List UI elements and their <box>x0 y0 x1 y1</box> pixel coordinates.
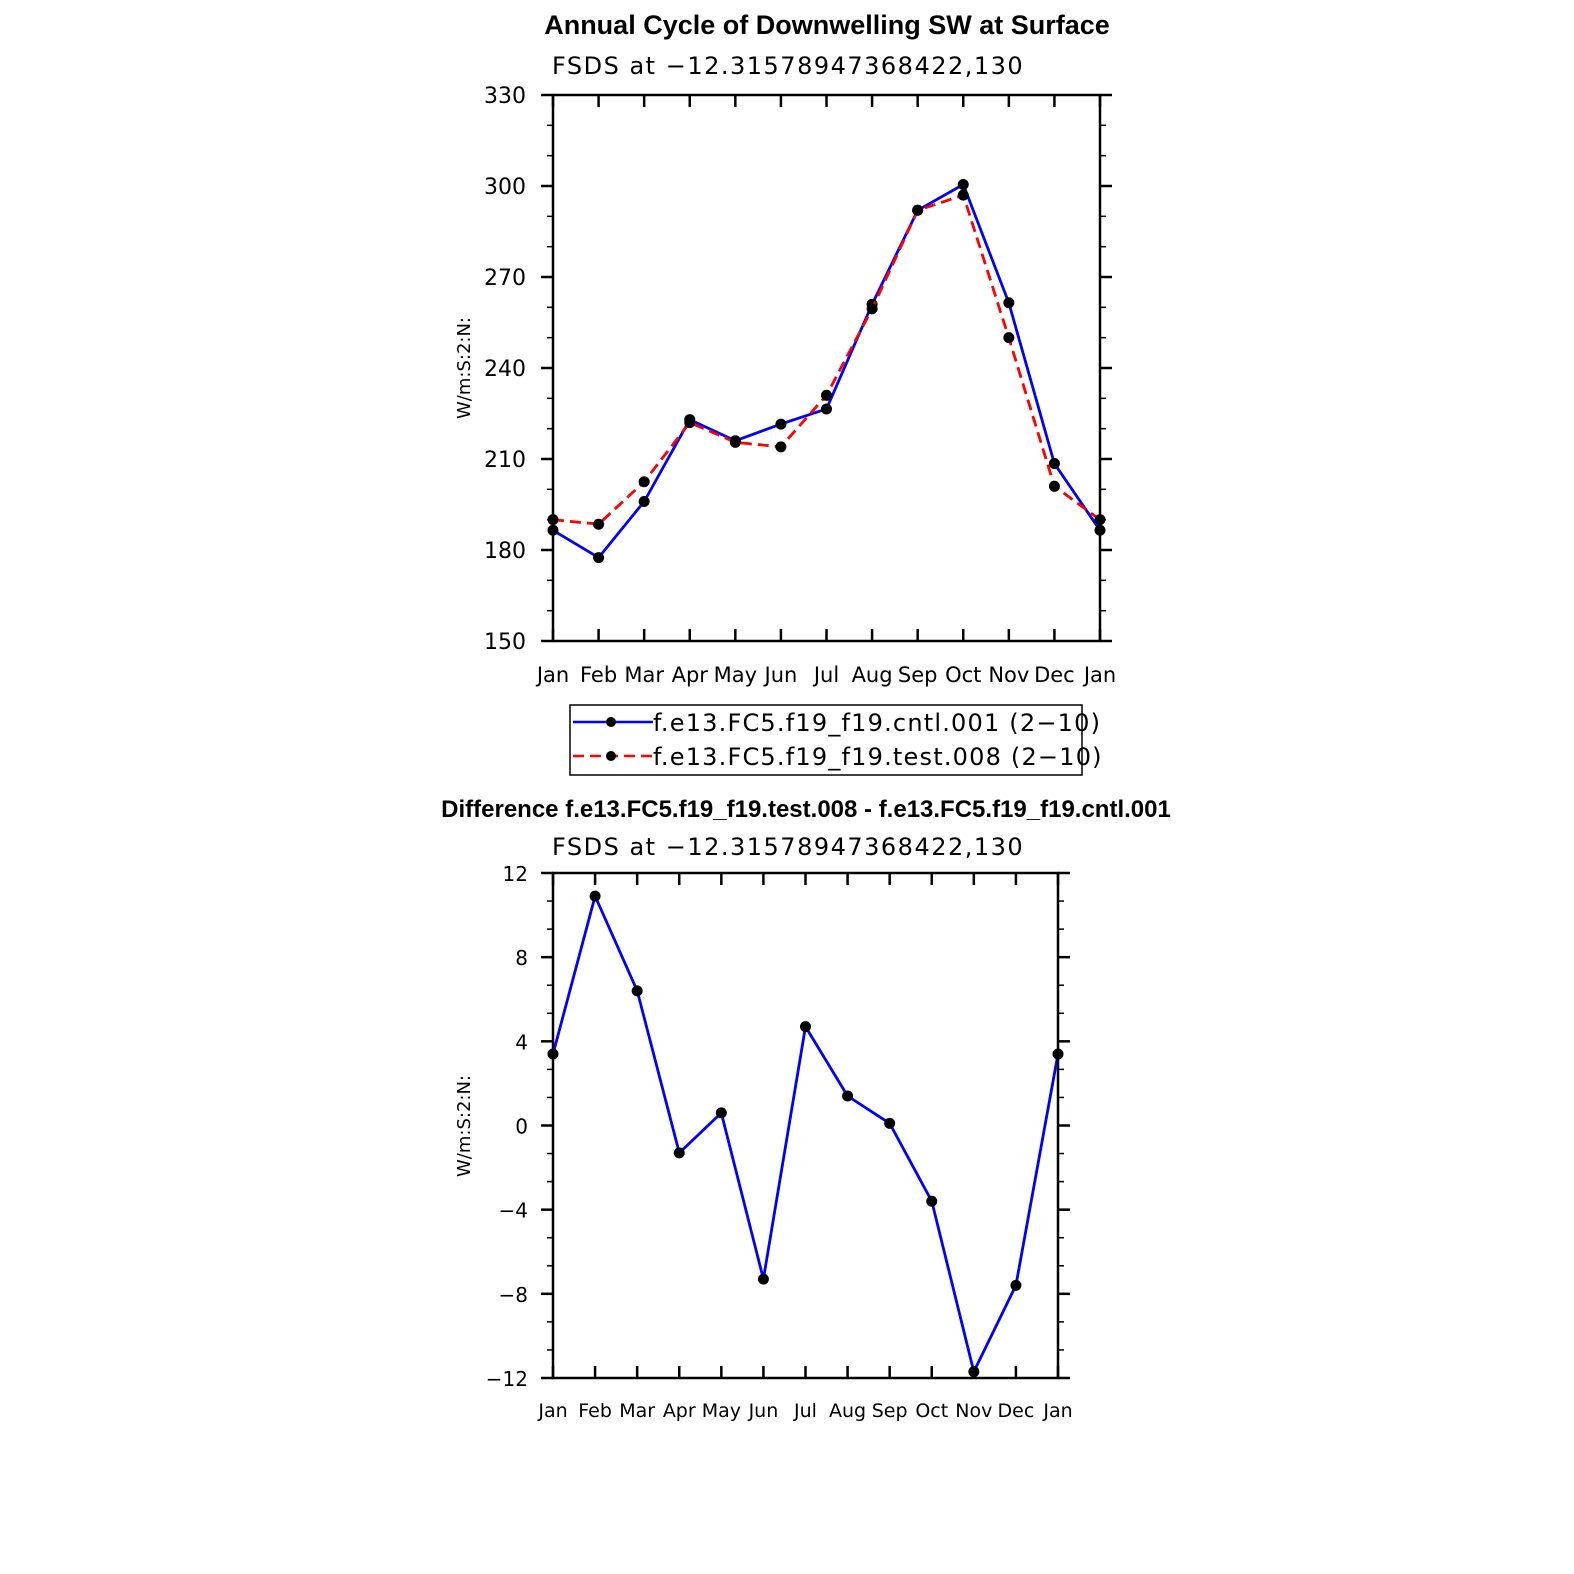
x-tick-label: Jan <box>1082 663 1116 687</box>
plot-frame <box>551 93 1102 643</box>
series-layer <box>547 178 1106 564</box>
x-tick-label: Sep <box>898 663 938 687</box>
x-tick-label: Oct <box>945 663 981 687</box>
chart-subtitle: FSDS at −12.31578947368422,130 <box>552 833 1024 861</box>
x-tick-label: Jun <box>763 663 798 687</box>
y-tick-label: 4 <box>515 1030 528 1054</box>
x-tick-label: Jan <box>537 1400 567 1422</box>
chart-title: Difference f.e13.FC5.f19_f19.test.008 - … <box>441 796 1171 823</box>
x-tick-label: Jan <box>1042 1400 1072 1422</box>
data-point <box>1048 458 1060 470</box>
y-axis-label: W/m:S:2:N: <box>454 1075 475 1177</box>
data-point <box>1048 480 1060 492</box>
x-tick-label: Aug <box>829 1400 866 1422</box>
data-point <box>866 303 878 315</box>
axis-ticks <box>541 871 1070 1380</box>
data-point <box>926 1195 938 1207</box>
data-point <box>957 189 969 201</box>
y-tick-label: −8 <box>499 1283 528 1307</box>
y-tick-label: 0 <box>515 1115 528 1139</box>
data-point <box>673 1147 685 1159</box>
chart-title: Annual Cycle of Downwelling SW at Surfac… <box>544 10 1110 40</box>
x-tick-label: Mar <box>624 663 664 687</box>
data-point <box>1003 332 1015 344</box>
y-axis-label: W/m:S:2:N: <box>454 317 475 419</box>
legend-marker-cntl <box>606 717 616 727</box>
legend-entry-test: f.e13.FC5.f19_f19.test.008 (2−10) <box>573 743 1103 771</box>
tick-labels: Jan Feb Mar Apr May Jun Jul Aug Sep Oct Nov Dec Jan 1… <box>484 84 1116 687</box>
data-point <box>912 204 924 216</box>
data-point <box>1010 1279 1022 1291</box>
data-point <box>631 985 643 997</box>
y-tick-label: 240 <box>484 357 526 382</box>
data-point <box>638 495 650 507</box>
y-tick-label: 180 <box>484 539 526 564</box>
y-tick-label: 150 <box>484 630 526 655</box>
y-tick-label: −12 <box>486 1367 528 1391</box>
series-line-0 <box>551 894 1060 1374</box>
legend-box <box>569 704 1083 776</box>
x-tick-label: Oct <box>915 1400 948 1422</box>
x-tick-label: Jul <box>793 1400 817 1422</box>
x-tick-label: Apr <box>663 1400 696 1422</box>
y-tick-label: 300 <box>484 175 526 200</box>
data-point <box>775 418 787 430</box>
y-tick-label: 210 <box>484 448 526 473</box>
data-point <box>593 518 605 530</box>
x-tick-label: Jan <box>535 663 569 687</box>
chart-subtitle: FSDS at −12.31578947368422,130 <box>552 52 1024 80</box>
x-tick-label: Mar <box>619 1400 655 1422</box>
x-tick-label: Jul <box>812 663 839 687</box>
legend-label-cntl: f.e13.FC5.f19_f19.cntl.001 (2−10) <box>653 709 1101 737</box>
annual-cycle-panel: Annual Cycle of Downwelling SW at Surfac… <box>454 10 1116 776</box>
data-point <box>821 403 832 415</box>
data-point <box>775 441 787 453</box>
data-point <box>884 1117 896 1129</box>
data-point <box>957 178 969 190</box>
data-point <box>821 389 832 401</box>
x-tick-label: May <box>702 1400 741 1422</box>
data-point <box>593 552 605 564</box>
legend-label-test: f.e13.FC5.f19_f19.test.008 (2−10) <box>653 743 1103 771</box>
tick-labels: Jan Feb Mar Apr May Jun Jul Aug Sep Oct Nov Dec Jan−… <box>486 862 1073 1422</box>
legend: f.e13.FC5.f19_f19.cntl.001 (2−10) f.e13.… <box>569 704 1103 776</box>
data-point <box>1003 297 1015 309</box>
x-tick-label: Apr <box>672 663 709 687</box>
y-tick-label: −4 <box>499 1199 528 1223</box>
x-tick-label: May <box>714 663 757 687</box>
data-point <box>684 417 696 429</box>
plot-frame <box>551 871 1060 1380</box>
x-tick-label: Feb <box>580 663 617 687</box>
data-point <box>800 1021 811 1033</box>
x-tick-label: Sep <box>872 1400 908 1422</box>
data-point <box>842 1090 854 1102</box>
x-tick-label: Aug <box>852 663 893 687</box>
y-tick-label: 12 <box>503 862 528 886</box>
series-layer <box>547 890 1064 1378</box>
legend-marker-test <box>606 751 616 761</box>
y-tick-label: 330 <box>484 84 526 109</box>
data-point <box>589 890 601 902</box>
legend-entry-cntl: f.e13.FC5.f19_f19.cntl.001 (2−10) <box>573 709 1101 737</box>
data-point <box>729 436 741 448</box>
y-tick-label: 8 <box>515 946 528 970</box>
x-tick-label: Dec <box>1034 663 1075 687</box>
data-point <box>968 1366 980 1378</box>
x-tick-label: Jun <box>748 1400 779 1422</box>
x-tick-label: Feb <box>578 1400 612 1422</box>
data-point <box>638 476 650 488</box>
difference-panel: Difference f.e13.FC5.f19_f19.test.008 - … <box>441 796 1171 1422</box>
data-point <box>715 1107 727 1119</box>
series-line-1 <box>552 193 1101 526</box>
data-point <box>757 1273 769 1285</box>
y-tick-label: 270 <box>484 266 526 291</box>
x-tick-label: Nov <box>988 663 1029 687</box>
x-tick-label: Dec <box>998 1400 1035 1422</box>
x-tick-label: Nov <box>955 1400 992 1422</box>
